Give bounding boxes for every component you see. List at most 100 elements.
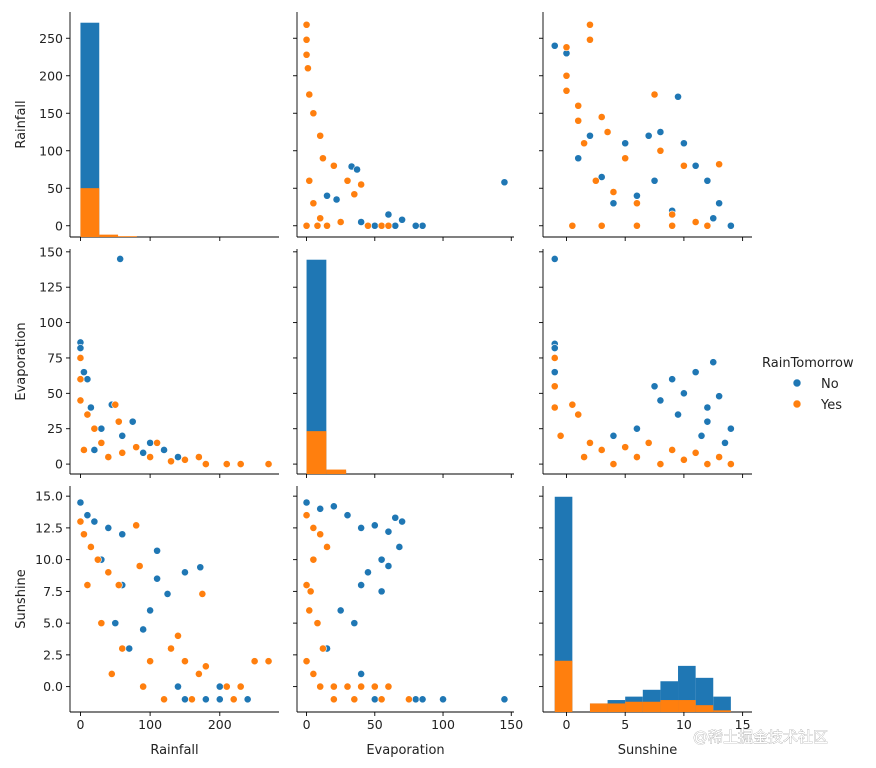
point-no (163, 590, 172, 598)
point-no (174, 682, 182, 691)
point-no (679, 139, 688, 148)
point-yes (229, 695, 238, 704)
point-no (160, 446, 168, 454)
point-yes (83, 581, 92, 589)
y-axis-title-evaporation: Evaporation (14, 322, 29, 400)
point-yes (668, 221, 677, 230)
point-no (500, 695, 509, 704)
x-tick-label: 0 (303, 717, 311, 732)
hist-bar-yes (607, 703, 626, 712)
point-yes (597, 113, 606, 121)
x-tick-label: 10 (676, 717, 692, 732)
point-no (411, 695, 420, 704)
point-no (715, 392, 724, 401)
point-yes (574, 410, 583, 419)
point-no (679, 389, 688, 398)
point-yes (194, 453, 203, 461)
point-yes (597, 446, 606, 454)
point-yes (104, 568, 113, 577)
point-yes (316, 530, 325, 539)
point-no (153, 574, 161, 583)
point-no (196, 563, 205, 572)
point-no (697, 431, 706, 440)
point-no (370, 521, 379, 530)
point-yes (306, 587, 315, 596)
point-no (644, 131, 653, 140)
hist-bar-yes (660, 700, 679, 712)
point-no (391, 513, 400, 522)
point-yes (313, 619, 322, 628)
point-yes (644, 438, 653, 447)
point-no (418, 221, 427, 230)
point-yes (132, 521, 141, 530)
point-yes (114, 417, 123, 426)
point-no (650, 176, 659, 185)
point-yes (715, 160, 724, 169)
point-yes (76, 354, 85, 362)
point-yes (264, 460, 273, 468)
point-yes (668, 446, 677, 454)
point-no (243, 695, 252, 704)
point-yes (703, 460, 712, 468)
point-no (709, 214, 718, 223)
point-no (550, 344, 559, 352)
point-yes (309, 109, 318, 118)
point-yes (703, 221, 712, 230)
point-yes (118, 448, 127, 457)
point-yes (146, 453, 155, 461)
point-no (721, 438, 729, 447)
point-no (586, 131, 594, 140)
point-yes (580, 453, 588, 461)
point-no (703, 403, 712, 412)
point-no (609, 199, 618, 208)
point-yes (574, 116, 583, 125)
point-yes (357, 180, 366, 189)
x-tick-label: 150 (499, 717, 523, 732)
point-yes (111, 400, 120, 409)
hist-bar-yes (678, 700, 696, 712)
point-yes (222, 682, 231, 691)
point-no (703, 176, 712, 185)
point-yes (114, 581, 123, 589)
point-no (215, 682, 224, 691)
point-no (500, 178, 509, 187)
legend-marker-yes (792, 399, 802, 409)
x-tick-label: 50 (367, 717, 383, 732)
point-yes (329, 161, 338, 170)
point-yes (309, 555, 318, 564)
point-yes (87, 543, 95, 551)
point-yes (309, 670, 318, 678)
point-no (332, 195, 341, 204)
point-no (104, 523, 113, 532)
point-yes (357, 682, 366, 691)
point-yes (343, 682, 352, 691)
point-yes (174, 631, 182, 640)
point-yes (76, 396, 85, 405)
point-yes (316, 682, 325, 691)
y-tick-label: 25 (47, 421, 63, 436)
point-yes (83, 410, 92, 419)
y-tick-label: 2.5 (43, 647, 63, 662)
point-no (80, 368, 88, 377)
point-yes (679, 161, 688, 170)
y-tick-label: 5.0 (43, 616, 63, 631)
point-no (674, 410, 682, 419)
y-tick-label: 0 (55, 218, 63, 233)
point-no (329, 502, 338, 511)
y-axis-title-sunshine: Sunshine (14, 569, 29, 629)
point-yes (201, 662, 210, 671)
hist-bar-yes (554, 660, 573, 712)
point-yes (118, 644, 127, 653)
point-yes (132, 443, 141, 452)
point-no (181, 568, 189, 577)
point-no (384, 527, 393, 536)
y-tick-label: 0 (55, 457, 63, 472)
panel-evaporation-vs-rainfall: 0 25 50 75 100 125 150 (39, 244, 279, 478)
x-tick-label: 100 (138, 717, 162, 732)
point-no (118, 530, 127, 539)
hist-bar-yes (326, 469, 347, 474)
panel-sunshine-vs-evaporation: 0 50 100 150 (293, 486, 523, 732)
point-yes (656, 146, 665, 155)
